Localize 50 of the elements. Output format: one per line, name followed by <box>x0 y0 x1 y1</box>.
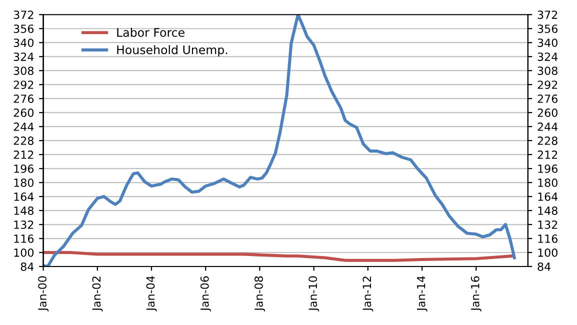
x-tick-label: Jan-06 <box>200 276 211 312</box>
y-tick-label: 132 <box>14 220 34 229</box>
y2-tick-label: 260 <box>538 108 558 117</box>
x-tick-label: Jan-04 <box>146 276 157 312</box>
y-tick-label: 292 <box>14 80 34 89</box>
legend-label: Household Unemp. <box>117 45 228 57</box>
y2-tick-label: 244 <box>538 122 558 131</box>
y2-tick-label: 372 <box>538 10 558 20</box>
y2-tick-label: 84 <box>538 262 550 271</box>
y-tick-label: 356 <box>14 24 34 33</box>
y-tick-label: 148 <box>14 206 34 215</box>
y2-tick-label: 292 <box>538 80 558 89</box>
y-tick-label: 164 <box>14 192 34 201</box>
y-tick-label: 116 <box>14 234 34 243</box>
y-tick-label: 276 <box>14 94 34 103</box>
y-tick-label: 100 <box>14 248 34 257</box>
y2-tick-label: 116 <box>538 234 558 243</box>
y2-tick-label: 164 <box>538 192 558 201</box>
y-tick-label: 308 <box>14 66 34 75</box>
x-tick-label: Jan-12 <box>362 276 374 312</box>
y2-tick-label: 180 <box>538 178 558 187</box>
y-tick-label: 212 <box>14 150 34 159</box>
y-tick-label: 180 <box>14 178 34 187</box>
x-tick-label: Jan-08 <box>254 276 265 312</box>
y2-tick-label: 132 <box>538 220 558 229</box>
x-tick-label: Jan-16 <box>470 276 482 312</box>
y-tick-label: 372 <box>14 10 34 20</box>
y2-tick-label: 308 <box>538 66 558 75</box>
y2-tick-label: 340 <box>538 38 558 47</box>
y-tick-label: 260 <box>14 108 34 117</box>
y-tick-label: 196 <box>14 164 34 173</box>
x-tick-label: Jan-00 <box>38 276 49 312</box>
y2-tick-label: 148 <box>538 206 558 215</box>
line-series <box>43 250 514 262</box>
x-tick-label: Jan-02 <box>92 276 103 312</box>
y2-tick-label: 324 <box>538 52 558 61</box>
y-tick-label: 244 <box>14 122 34 131</box>
x-tick-label: Jan-10 <box>308 276 320 312</box>
y2-tick-label: 196 <box>538 164 558 173</box>
y2-tick-label: 356 <box>538 24 558 33</box>
y2-tick-label: 228 <box>538 136 558 145</box>
legend-label: Labor Force <box>117 28 184 37</box>
y-tick-label: 84 <box>20 262 34 271</box>
y-tick-label: 228 <box>14 136 34 145</box>
y-tick-label: 340 <box>14 38 34 47</box>
y2-tick-label: 276 <box>538 94 558 103</box>
y2-tick-label: 212 <box>538 150 558 159</box>
x-tick-label: Jan-14 <box>417 276 428 312</box>
y-tick-label: 324 <box>14 52 34 61</box>
y2-tick-label: 100 <box>538 248 558 257</box>
